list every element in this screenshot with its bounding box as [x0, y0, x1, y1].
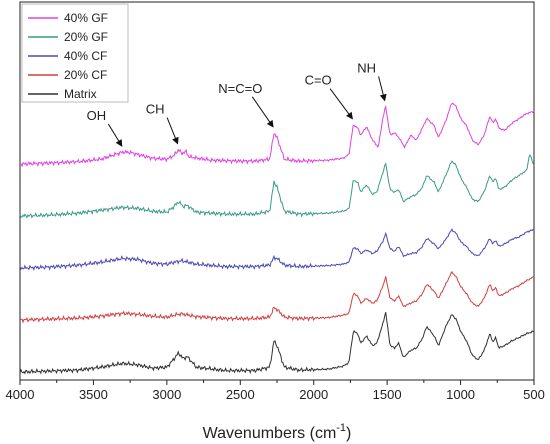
annotation-label: N=C=O — [218, 81, 262, 96]
legend-label: 40% GF — [64, 11, 108, 25]
legend-label: 40% CF — [64, 49, 107, 63]
x-tick-label: 500 — [523, 387, 545, 402]
annotation-label: OH — [87, 108, 107, 123]
legend-box — [21, 3, 129, 103]
annotation-label: CH — [146, 102, 165, 117]
x-axis-ticks: 4000 3500 3000 2500 2000 1500 1000 500 — [6, 380, 545, 402]
series-layer — [19, 102, 535, 375]
x-tick-label: 2500 — [226, 387, 255, 402]
annotation-label: C=O — [305, 73, 332, 88]
x-tick-label: 4000 — [6, 387, 35, 402]
series-line — [19, 270, 535, 324]
legend-label: Matrix — [64, 87, 97, 101]
series-line — [19, 154, 535, 219]
series-line — [19, 102, 535, 168]
x-axis-title-superscript: -1 — [336, 422, 346, 434]
x-tick-label: 2000 — [299, 387, 328, 402]
legend-label: 20% GF — [64, 30, 108, 44]
annotation-label: NH — [357, 60, 376, 75]
series-line — [19, 228, 535, 271]
x-tick-label: 1000 — [446, 387, 475, 402]
annotation-arrow — [166, 117, 179, 145]
legend: 40% GF 20% GF 40% CF 20% CF Matrix — [21, 3, 129, 103]
series-line — [19, 312, 535, 375]
x-tick-label: 3500 — [79, 387, 108, 402]
annotation-layer: OH CH N=C=O C=O NH — [87, 60, 387, 147]
legend-label: 20% CF — [64, 68, 107, 82]
annotation-arrow — [329, 88, 353, 120]
x-tick-label: 1500 — [373, 387, 402, 402]
annotation-arrow — [251, 96, 274, 128]
annotation-arrow — [378, 76, 387, 102]
x-axis-title: Wavenumbers (cm-1) — [203, 422, 352, 442]
x-tick-label: 3000 — [152, 387, 181, 402]
annotation-arrow — [107, 123, 123, 147]
